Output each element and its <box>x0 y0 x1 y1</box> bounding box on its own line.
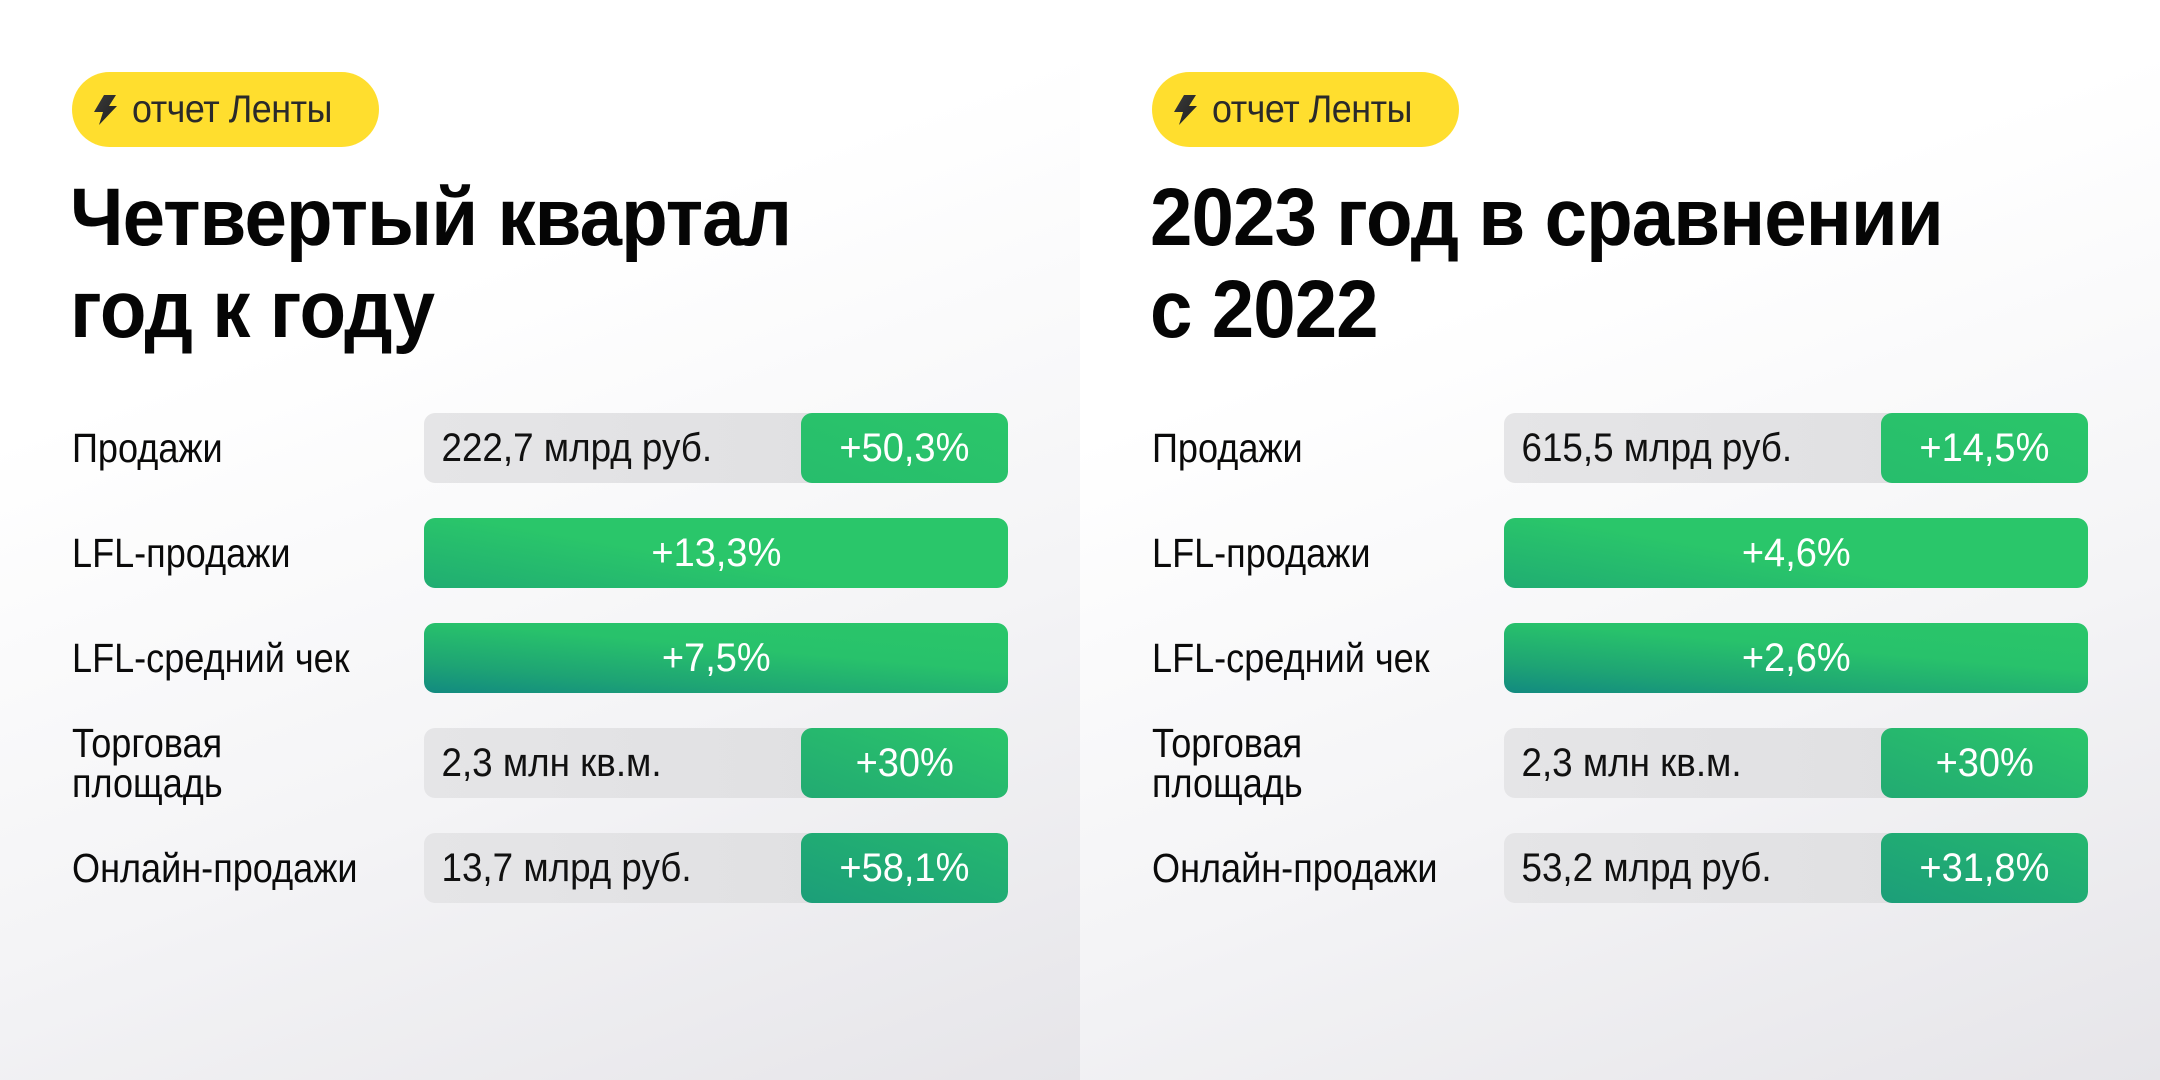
change-pill: +31,8% <box>1881 833 2088 903</box>
metric-value: 222,7 млрд руб. <box>441 425 713 470</box>
metric-value: 615,5 млрд руб. <box>1521 425 1793 470</box>
change-bar: +7,5% <box>424 623 1008 693</box>
metric-label: Торговая площадь <box>1152 720 1363 806</box>
metric-label-line-1: Торговая <box>1152 720 1303 766</box>
badge-label: отчет Ленты <box>132 87 332 131</box>
metric-value-bar: 2,3 млн кв.м. +30% <box>1504 728 2088 798</box>
report-badge: отчет Ленты <box>72 72 380 147</box>
change-value: +58,1% <box>839 845 970 890</box>
metric-row-lfl-avg-check: LFL-средний чек +7,5% <box>72 623 1008 693</box>
change-bar: +13,3% <box>424 518 1008 588</box>
metric-row-retail-space: Торговая площадь 2,3 млн кв.м. +30% <box>72 723 1008 804</box>
metrics-list: Продажи 222,7 млрд руб. +50,3% LFL-прода… <box>72 413 1008 938</box>
change-value: +14,5% <box>1919 425 2050 470</box>
metric-label: LFL-продажи <box>72 530 291 576</box>
metric-row-lfl-sales: LFL-продажи +4,6% <box>1152 518 2088 588</box>
page-title: Четвертый квартал год к году <box>70 172 792 356</box>
change-pill: +50,3% <box>801 413 1008 483</box>
change-bar: +4,6% <box>1504 518 2088 588</box>
title-line-1: Четвертый квартал <box>70 172 792 263</box>
change-value: +30% <box>1935 740 2034 785</box>
panel-2023-vs-2022: отчет Ленты 2023 год в сравнении с 2022 … <box>1080 0 2160 1080</box>
metric-value-bar: 13,7 млрд руб. +58,1% <box>424 833 1008 903</box>
metric-value-bar: 2,3 млн кв.м. +30% <box>424 728 1008 798</box>
change-value: +7,5% <box>661 635 771 680</box>
change-pill: +14,5% <box>1881 413 2088 483</box>
change-bar: +2,6% <box>1504 623 2088 693</box>
metric-label: Продажи <box>72 425 223 471</box>
metric-value: 53,2 млрд руб. <box>1521 845 1772 890</box>
change-value: +30% <box>855 740 954 785</box>
metric-label: Онлайн-продажи <box>1152 845 1438 891</box>
change-pill: +30% <box>1881 728 2088 798</box>
metric-label: Торговая площадь <box>72 720 283 806</box>
metric-label-line-1: Торговая <box>72 720 223 766</box>
metric-value: 2,3 млн кв.м. <box>1521 740 1742 785</box>
metric-row-online-sales: Онлайн-продажи 13,7 млрд руб. +58,1% <box>72 833 1008 903</box>
title-line-1: 2023 год в сравнении <box>1150 172 1944 263</box>
metric-value-bar: 615,5 млрд руб. +14,5% <box>1504 413 2088 483</box>
metric-value-bar: 53,2 млрд руб. +31,8% <box>1504 833 2088 903</box>
panel-q4-yoy: отчет Ленты Четвертый квартал год к году… <box>0 0 1080 1080</box>
metric-label: Онлайн-продажи <box>72 845 358 891</box>
page-title: 2023 год в сравнении с 2022 <box>1150 172 1944 356</box>
metric-row-lfl-sales: LFL-продажи +13,3% <box>72 518 1008 588</box>
change-value: +13,3% <box>651 530 781 575</box>
lightning-icon <box>1174 94 1197 125</box>
metric-label: LFL-средний чек <box>1152 635 1430 681</box>
metric-row-online-sales: Онлайн-продажи 53,2 млрд руб. +31,8% <box>1152 833 2088 903</box>
metric-value: 2,3 млн кв.м. <box>441 740 662 785</box>
metric-row-retail-space: Торговая площадь 2,3 млн кв.м. +30% <box>1152 723 2088 804</box>
change-value: +50,3% <box>839 425 970 470</box>
title-line-2: год к году <box>70 264 435 355</box>
metric-label: LFL-продажи <box>1152 530 1371 576</box>
change-pill: +30% <box>801 728 1008 798</box>
change-value: +31,8% <box>1919 845 2050 890</box>
metric-value: 13,7 млрд руб. <box>441 845 692 890</box>
change-value: +2,6% <box>1741 635 1851 680</box>
metric-label: LFL-средний чек <box>72 635 350 681</box>
change-value: +4,6% <box>1741 530 1851 575</box>
metric-row-sales: Продажи 222,7 млрд руб. +50,3% <box>72 413 1008 483</box>
metric-row-sales: Продажи 615,5 млрд руб. +14,5% <box>1152 413 2088 483</box>
lightning-icon <box>94 94 117 125</box>
change-pill: +58,1% <box>801 833 1008 903</box>
metric-value-bar: 222,7 млрд руб. +50,3% <box>424 413 1008 483</box>
metrics-list: Продажи 615,5 млрд руб. +14,5% LFL-прода… <box>1152 413 2088 938</box>
metric-label: Продажи <box>1152 425 1303 471</box>
metric-label-line-2: площадь <box>1152 760 1303 806</box>
metric-row-lfl-avg-check: LFL-средний чек +2,6% <box>1152 623 2088 693</box>
metric-label-line-2: площадь <box>72 760 223 806</box>
report-badge: отчет Ленты <box>1152 72 1460 147</box>
title-line-2: с 2022 <box>1150 264 1379 355</box>
badge-label: отчет Ленты <box>1212 87 1412 131</box>
